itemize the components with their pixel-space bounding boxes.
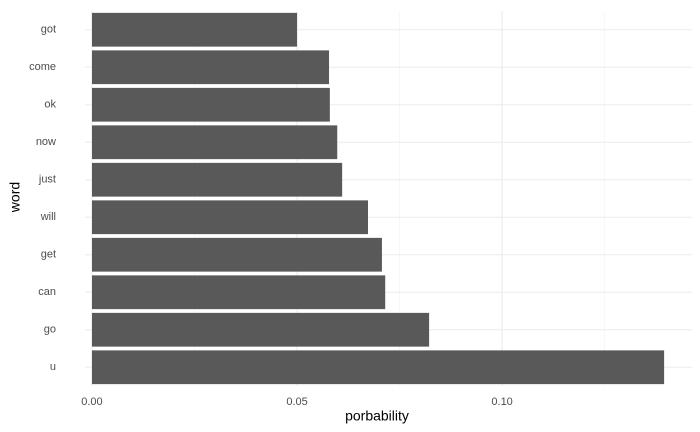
y-tick-label: come: [29, 61, 56, 73]
bar: [91, 275, 386, 310]
x-axis-title: porbability: [345, 408, 409, 424]
y-tick-label: can: [38, 286, 56, 298]
bar: [91, 50, 330, 85]
y-tick-label: will: [40, 211, 56, 223]
y-tick-label: go: [44, 324, 56, 336]
bar: [91, 12, 298, 47]
y-tick-label: get: [41, 249, 56, 261]
y-tick-label: got: [41, 24, 56, 36]
bar: [91, 125, 338, 160]
y-tick-label: ok: [44, 99, 56, 111]
bar: [91, 237, 382, 272]
y-axis-title: word: [7, 182, 23, 213]
bar: [91, 350, 665, 385]
x-tick-label: 0.00: [81, 396, 102, 408]
y-tick-label: u: [50, 361, 56, 373]
bar: [91, 162, 343, 197]
y-tick-label: just: [38, 174, 56, 186]
bar: [91, 312, 430, 347]
x-tick-label: 0.05: [286, 396, 307, 408]
x-tick-label: 0.10: [491, 396, 512, 408]
bar: [91, 200, 368, 235]
bar: [91, 87, 330, 122]
y-tick-label: now: [36, 136, 56, 148]
